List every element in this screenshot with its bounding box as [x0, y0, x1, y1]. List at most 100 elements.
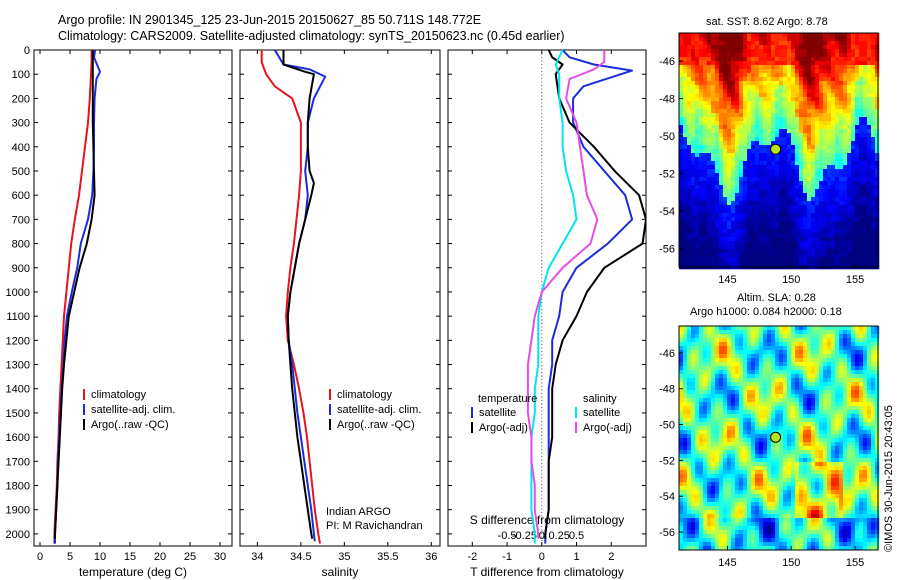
diff-legend-header-salinity: salinity: [583, 393, 617, 405]
difference-frame: [447, 49, 647, 547]
depth-tick-label: 1600: [6, 432, 30, 444]
sla_map-ytick-label: -52: [659, 455, 675, 467]
salinity-xlabel: salinity: [322, 565, 359, 579]
depth-tick-label: 1000: [6, 287, 30, 299]
depth-tick-label: 2000: [6, 529, 30, 541]
sst-map-title: sat. SST: 8.62 Argo: 8.78: [706, 16, 828, 28]
salinity-annotation-line-2: PI: M Ravichandran: [326, 520, 423, 532]
sst_map-xtick-label: 145: [718, 274, 736, 286]
difference-xtick-label: 0: [539, 551, 545, 563]
depth-tick-label: 900: [12, 263, 30, 275]
sla_map-ytick-label: -50: [659, 420, 675, 432]
depth-tick-label: 200: [12, 93, 30, 105]
depth-tick-label: 1900: [6, 505, 30, 517]
depth-tick-label: 500: [12, 166, 30, 178]
sla-map-title-line-1: Altim. SLA: 0.28: [737, 292, 816, 304]
sst_map-ytick-label: -46: [659, 56, 675, 68]
diff-legend-header-temperature: temperature: [478, 393, 537, 405]
sst_map-raster: [679, 33, 880, 270]
salinity-xtick-label: 34.5: [290, 551, 311, 563]
salinity-xtick-label: 34: [251, 551, 263, 563]
sst_map-xtick-label: 150: [782, 274, 800, 286]
sla_map-ytick-label: -56: [659, 527, 675, 539]
sla_map-frame: [678, 325, 879, 551]
salinity-diff-tick-label: 0: [539, 530, 545, 542]
sst_map-ytick-label: -52: [659, 168, 675, 180]
temperature-legend-entry: satellite-adj. clim.: [91, 404, 175, 416]
temperature-legend-entry: Argo(..raw -QC): [91, 419, 169, 431]
salinity-series-climatology: [260, 50, 321, 544]
salinity-legend-entry: satellite-adj. clim.: [337, 404, 421, 416]
diff-legend-entry: satellite: [583, 407, 620, 419]
sst_map-ytick-label: -50: [659, 131, 675, 143]
salinity-diff-tick-label: -0.25: [512, 530, 537, 542]
salinity-diff-tick-label: -0.5: [498, 530, 517, 542]
temperature-legend-entry: climatology: [91, 389, 147, 401]
difference-xtick-label: 1: [573, 551, 579, 563]
salinity-legend-entry: Argo(..raw -QC): [337, 419, 415, 431]
sla_map-ytick-label: -54: [659, 491, 675, 503]
difference-xlabel: T difference from climatology: [470, 565, 624, 579]
salinity-xtick-label: 36: [425, 551, 437, 563]
sla_map-ytick-label: -48: [659, 384, 675, 396]
temperature-xtick-label: 15: [124, 551, 136, 563]
difference-xtick-label: 2: [608, 551, 614, 563]
sla-map-title-line-2: Argo h1000: 0.084 h2000: 0.18: [690, 306, 842, 318]
salinity-diff-tick-label: 0.5: [569, 530, 584, 542]
depth-tick-label: 1700: [6, 456, 30, 468]
salinity-frame: [239, 49, 441, 547]
difference-series-argo-adj-: [526, 50, 606, 539]
depth-tick-label: 1400: [6, 384, 30, 396]
sst_map-frame: [678, 32, 879, 268]
temperature-xtick-label: 20: [154, 551, 166, 563]
diff-legend-entry: Argo(-adj): [479, 422, 528, 434]
depth-tick-label: 1300: [6, 360, 30, 372]
copyright-stamp: ©IMOS 30-Jun-2015 20:43:05: [883, 405, 895, 552]
depth-tick-label: 600: [12, 190, 30, 202]
sst_map-ytick-label: -48: [659, 94, 675, 106]
depth-tick-label: 1800: [6, 481, 30, 493]
temperature-xtick-label: 0: [37, 551, 43, 563]
temperature-frame: [33, 49, 233, 547]
depth-tick-label: 800: [12, 239, 30, 251]
sst_map-xtick-label: 155: [846, 274, 864, 286]
diff-legend-entry: Argo(-adj): [583, 422, 632, 434]
difference-xtick-label: -1: [502, 551, 512, 563]
difference-xtick-label: -2: [467, 551, 477, 563]
depth-tick-label: 1200: [6, 335, 30, 347]
depth-tick-label: 100: [12, 69, 30, 81]
difference-series-satellite: [544, 50, 634, 544]
sst_map-float-marker: [770, 143, 782, 155]
depth-tick-label: 1500: [6, 408, 30, 420]
header-line-2: Climatology: CARS2009. Satellite-adjuste…: [58, 29, 565, 43]
temperature-xtick-label: 30: [214, 551, 226, 563]
sla_map-float-marker: [770, 431, 782, 443]
difference-series-argo-adj-: [544, 50, 646, 539]
salinity-xtick-label: 35.5: [377, 551, 398, 563]
depth-tick-label: 0: [24, 45, 30, 57]
diff-legend-entry: satellite: [479, 407, 516, 419]
temperature-series-argo-raw-qc-: [54, 50, 96, 539]
depth-tick-label: 400: [12, 142, 30, 154]
salinity-xtick-label: 35: [338, 551, 350, 563]
sla_map-xtick-label: 145: [718, 557, 736, 569]
temperature-xtick-label: 10: [94, 551, 106, 563]
sst_map-ytick-label: -54: [659, 206, 675, 218]
header-line-1: Argo profile: IN 2901345_125 23-Jun-2015…: [58, 13, 482, 27]
depth-tick-label: 1100: [6, 311, 30, 323]
sla_map-xtick-label: 155: [846, 557, 864, 569]
temperature-xtick-label: 25: [184, 551, 196, 563]
depth-tick-label: 300: [12, 118, 30, 130]
sla_map-ytick-label: -46: [659, 348, 675, 360]
depth-tick-label: 700: [12, 214, 30, 226]
sst_map-ytick-label: -56: [659, 243, 675, 255]
temperature-xtick-label: 5: [67, 551, 73, 563]
salinity-annotation-line-1: Indian ARGO: [326, 506, 391, 518]
sla_map-xtick-label: 150: [782, 557, 800, 569]
salinity-legend-entry: climatology: [337, 389, 393, 401]
salinity-diff-tick-label: 0.25: [548, 530, 569, 542]
temperature-xlabel: temperature (deg C): [79, 565, 187, 579]
salinity-series-argo-raw-qc-: [282, 50, 315, 539]
sla_map-raster: [679, 326, 880, 551]
